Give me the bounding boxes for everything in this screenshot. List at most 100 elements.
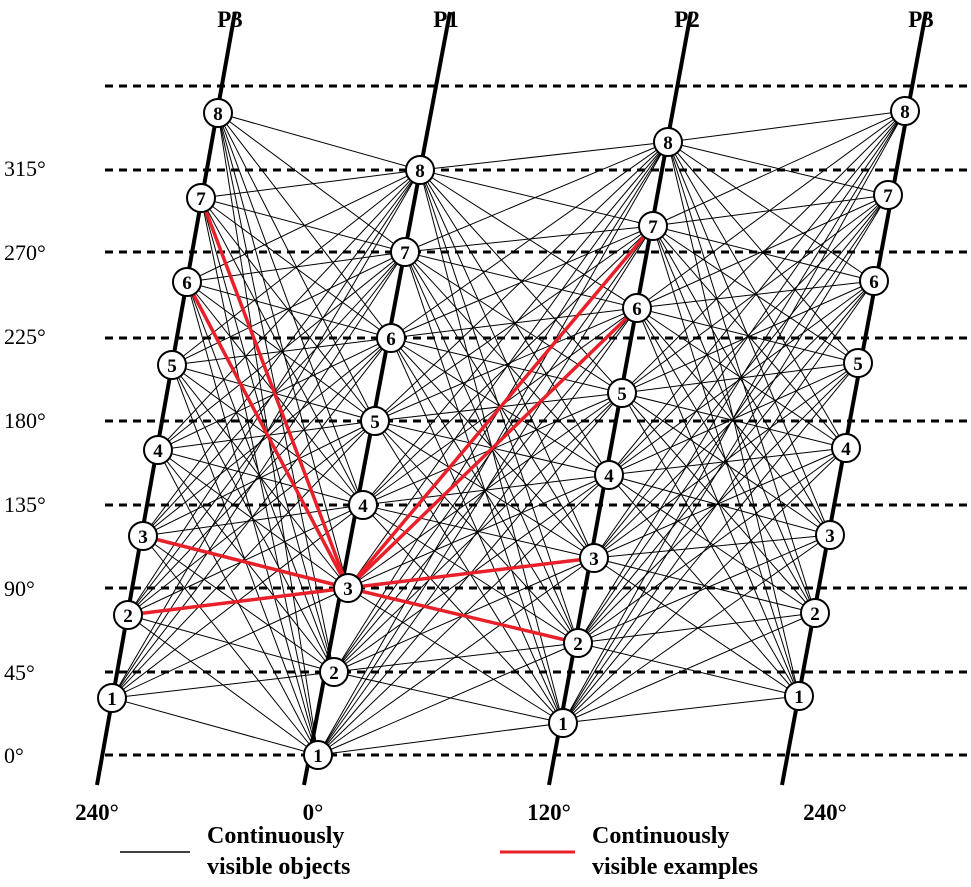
node-p2-2: 2	[563, 628, 593, 658]
visibility-link	[127, 614, 335, 673]
visibility-link	[317, 557, 595, 756]
column-label-p3-left: P3	[217, 7, 243, 32]
visibility-link	[404, 251, 623, 394]
phase-label-240-right: 240°	[803, 800, 847, 825]
highlight-links	[127, 197, 655, 645]
node-number: 3	[343, 579, 353, 600]
legend-black-line2: visible objects	[207, 854, 350, 880]
visibility-link	[608, 474, 800, 697]
node-p2-1: 1	[548, 708, 578, 738]
highlight-link	[346, 224, 655, 590]
node-circle	[843, 348, 873, 378]
visibility-link	[217, 112, 406, 253]
node-number: 7	[400, 243, 410, 264]
visibility-link	[362, 504, 595, 559]
visibility-link	[217, 112, 421, 171]
visibility-link	[404, 251, 638, 309]
node-p3-left-6: 6	[172, 267, 202, 297]
visibility-link	[419, 169, 654, 227]
node-number: 6	[869, 272, 879, 293]
node-number: 5	[167, 356, 177, 377]
node-number: 2	[329, 663, 339, 684]
visibility-link	[217, 112, 349, 589]
node-number: 1	[558, 714, 568, 735]
node-p3-right-7: 7	[873, 180, 903, 210]
visibility-link	[667, 110, 906, 143]
node-circle	[622, 293, 652, 323]
visibility-link	[419, 141, 669, 171]
node-circle	[563, 628, 593, 658]
node-circle	[873, 180, 903, 210]
level-label-180: 180°	[4, 408, 46, 433]
node-number: 8	[663, 133, 673, 154]
node-circle	[548, 708, 578, 738]
node-p1-4: 4	[348, 490, 378, 520]
level-label-90: 90°	[4, 576, 35, 601]
legend-red-line2: visible examples	[592, 854, 758, 880]
node-p2-4: 4	[594, 460, 624, 490]
node-circle	[390, 237, 420, 267]
visibility-link	[667, 141, 800, 697]
node-number: 3	[589, 549, 599, 570]
visibility-link	[577, 612, 816, 644]
visibility-link	[111, 420, 376, 699]
visibility-link	[621, 392, 831, 536]
node-number: 8	[900, 102, 910, 123]
visibility-link	[608, 474, 816, 614]
node-number: 8	[213, 104, 223, 125]
node-p3-right-2: 2	[800, 598, 830, 628]
level-dashed-lines	[105, 84, 968, 757]
phase-label-0: 0°	[303, 800, 324, 825]
visibility-link	[200, 197, 364, 506]
node-circle	[607, 378, 637, 408]
node-p1-5: 5	[360, 406, 390, 436]
column-axis-p3-right	[780, 11, 928, 786]
node-number: 3	[825, 526, 835, 547]
visibility-link	[593, 447, 847, 559]
node-number: 4	[604, 466, 614, 487]
visibility-link	[217, 112, 364, 506]
highlight-link	[347, 556, 595, 590]
node-circle	[594, 460, 624, 490]
node-number: 8	[415, 161, 425, 182]
column-label-p3-right: P3	[908, 7, 934, 32]
visibility-link	[142, 420, 376, 537]
node-number: 6	[182, 273, 192, 294]
visibility-link	[217, 112, 392, 339]
node-circles: 1 2 3 4 5 6 7 8 1 2 3 4 5 6 7 8 1 2 3 4 5 6 7 8 1 2 3 4 5 6 7 8	[97, 96, 920, 770]
visibility-link	[142, 169, 421, 537]
legend: Continuously visible objects Continuousl…	[120, 823, 758, 880]
node-p3-right-8: 8	[890, 96, 920, 126]
node-p1-7: 7	[390, 237, 420, 267]
node-circle	[831, 433, 861, 463]
node-p2-5: 5	[607, 378, 637, 408]
visibility-link	[636, 307, 831, 536]
column-label-p1: P1	[433, 7, 459, 32]
visibility-link	[667, 141, 889, 196]
node-circle	[800, 598, 830, 628]
visibility-link	[186, 169, 421, 283]
highlight-link	[199, 197, 350, 589]
column-axis-p3-left	[95, 11, 237, 786]
node-p1-1: 1	[303, 740, 333, 770]
node-circle	[859, 266, 889, 296]
node-circle	[784, 681, 814, 711]
visibility-link	[652, 225, 847, 449]
phase-label-240-left: 240°	[75, 800, 119, 825]
visibility-link	[419, 169, 638, 309]
legend-black-line1: Continuously	[207, 823, 344, 849]
visibility-link	[577, 447, 847, 644]
visibility-link	[200, 197, 406, 253]
node-number: 7	[883, 186, 893, 207]
node-number: 3	[138, 527, 148, 548]
level-label-315: 315°	[4, 156, 46, 181]
node-p3-left-7: 7	[186, 183, 216, 213]
visibility-link	[652, 225, 859, 364]
node-circle	[638, 211, 668, 241]
node-p3-right-3: 3	[815, 520, 845, 550]
node-p1-3: 3	[333, 573, 363, 603]
node-p3-right-4: 4	[831, 433, 861, 463]
node-p3-right-1: 1	[784, 681, 814, 711]
highlight-link	[185, 281, 350, 589]
highlight-link	[347, 586, 579, 645]
